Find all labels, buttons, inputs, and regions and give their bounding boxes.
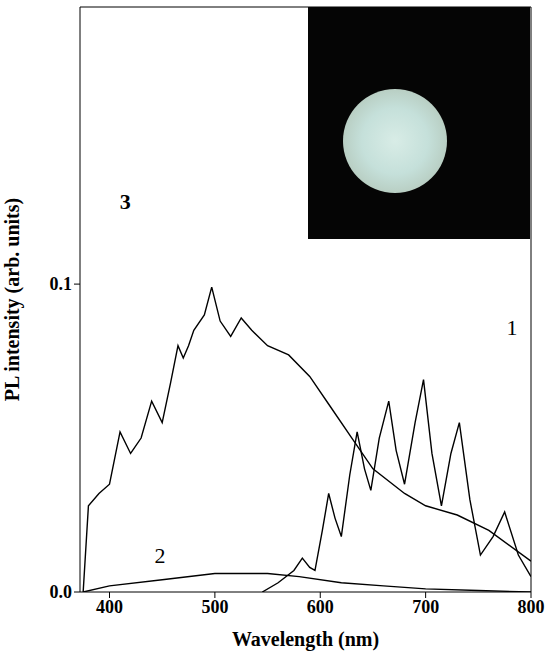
svg-text:0.1: 0.1 [50, 274, 73, 294]
svg-text:400: 400 [96, 597, 123, 617]
svg-text:600: 600 [307, 597, 334, 617]
svg-text:500: 500 [201, 597, 228, 617]
svg-text:0.0: 0.0 [50, 582, 73, 602]
svg-text:Wavelength (nm): Wavelength (nm) [232, 628, 379, 651]
svg-text:2: 2 [155, 543, 166, 568]
svg-text:700: 700 [412, 597, 439, 617]
svg-text:800: 800 [518, 597, 545, 617]
svg-text:PL intensity (arb. units): PL intensity (arb. units) [1, 198, 24, 401]
svg-text:3: 3 [120, 189, 131, 214]
svg-text:1: 1 [507, 315, 518, 340]
